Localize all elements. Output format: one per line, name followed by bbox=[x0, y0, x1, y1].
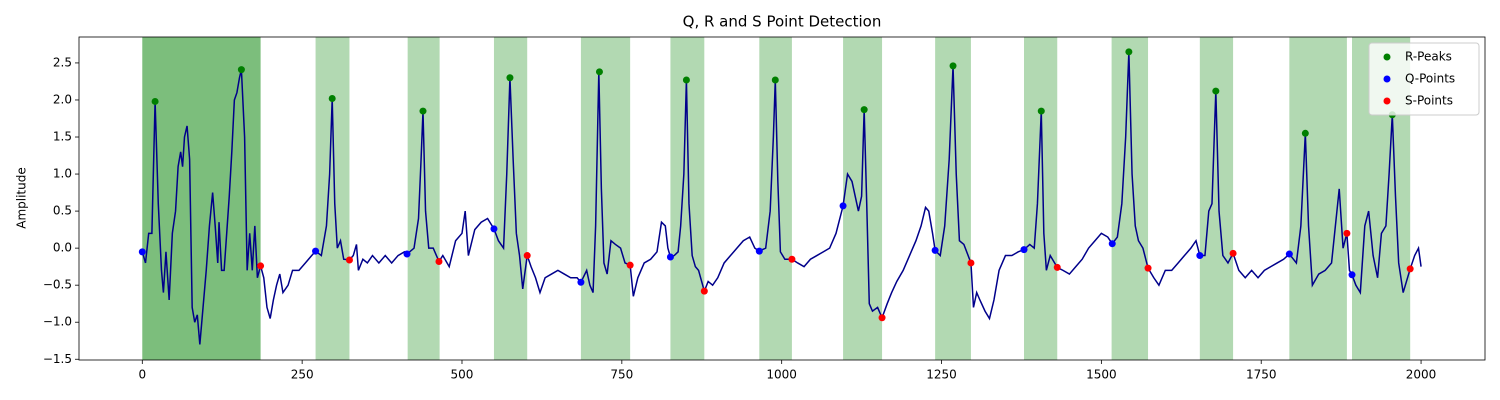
highlight-span bbox=[315, 37, 350, 360]
point-marker bbox=[626, 261, 634, 269]
y-tick-label: 2.0 bbox=[53, 92, 72, 106]
point-marker bbox=[1020, 246, 1028, 254]
highlight-span bbox=[580, 37, 631, 360]
point-marker bbox=[1125, 48, 1133, 56]
highlight-span bbox=[1199, 37, 1234, 360]
highlight-span bbox=[670, 37, 705, 360]
highlight-span bbox=[142, 37, 261, 360]
point-marker bbox=[682, 76, 690, 84]
point-marker bbox=[860, 106, 868, 114]
point-marker bbox=[1406, 265, 1414, 273]
chart-title: Q, R and S Point Detection bbox=[683, 13, 882, 31]
x-tick-label: 1750 bbox=[1246, 368, 1277, 382]
y-tick-label: −1.0 bbox=[43, 315, 72, 329]
point-marker bbox=[1343, 229, 1351, 237]
point-marker bbox=[700, 287, 708, 295]
x-tick-label: 1500 bbox=[1086, 368, 1117, 382]
point-marker bbox=[523, 252, 531, 260]
point-marker bbox=[1144, 264, 1152, 272]
point-marker bbox=[506, 74, 514, 82]
legend-box bbox=[1368, 42, 1480, 116]
point-marker bbox=[878, 314, 886, 322]
legend: R-Peaks Q-Points S-Points bbox=[1368, 42, 1480, 116]
legend-label: R-Peaks bbox=[1405, 50, 1452, 64]
highlight-span bbox=[1289, 37, 1347, 360]
point-marker bbox=[345, 256, 353, 264]
point-marker bbox=[312, 247, 320, 255]
legend-label: Q-Points bbox=[1405, 72, 1455, 86]
point-marker bbox=[839, 202, 847, 210]
x-tick-label: 2000 bbox=[1406, 368, 1437, 382]
point-marker bbox=[1108, 240, 1116, 248]
point-marker bbox=[328, 94, 336, 102]
y-tick-label: 1.0 bbox=[53, 167, 72, 181]
point-marker bbox=[771, 76, 779, 84]
point-marker bbox=[151, 97, 159, 105]
point-marker bbox=[755, 247, 763, 255]
legend-marker bbox=[1383, 75, 1391, 83]
point-marker bbox=[1212, 87, 1220, 95]
y-tick-label: 0.0 bbox=[53, 241, 72, 255]
point-marker bbox=[1053, 263, 1061, 271]
x-tick-label: 250 bbox=[291, 368, 314, 382]
point-marker bbox=[788, 255, 796, 263]
x-tick-label: 750 bbox=[610, 368, 633, 382]
y-axis-label: Amplitude bbox=[15, 167, 29, 229]
legend-marker bbox=[1383, 53, 1391, 61]
point-marker bbox=[419, 107, 427, 115]
y-tick-label: −0.5 bbox=[43, 278, 72, 292]
point-marker bbox=[1348, 271, 1356, 279]
y-tick-label: 1.5 bbox=[53, 130, 72, 144]
point-marker bbox=[1037, 107, 1045, 115]
point-marker bbox=[435, 257, 443, 265]
legend-label: S-Points bbox=[1405, 94, 1453, 108]
point-marker bbox=[595, 68, 603, 76]
point-marker bbox=[949, 62, 957, 70]
point-marker bbox=[490, 225, 498, 233]
point-marker bbox=[1229, 249, 1237, 257]
y-tick-label: −1.5 bbox=[43, 352, 72, 366]
x-tick-label: 0 bbox=[138, 368, 146, 382]
point-marker bbox=[577, 278, 585, 286]
point-marker bbox=[1285, 250, 1293, 258]
x-tick-label: 1250 bbox=[926, 368, 957, 382]
y-tick-label: 0.5 bbox=[53, 204, 72, 218]
point-marker bbox=[403, 250, 411, 258]
point-marker bbox=[1301, 129, 1309, 137]
point-marker bbox=[138, 248, 146, 256]
x-tick-label: 500 bbox=[451, 368, 474, 382]
point-marker bbox=[931, 246, 939, 254]
y-tick-label: 2.5 bbox=[53, 55, 72, 69]
plot-frame bbox=[78, 36, 1486, 361]
point-marker bbox=[1196, 252, 1204, 260]
highlight-span bbox=[843, 37, 883, 360]
legend-marker bbox=[1383, 97, 1391, 105]
point-marker bbox=[666, 253, 674, 261]
highlight-span bbox=[1024, 37, 1058, 360]
point-marker bbox=[257, 262, 265, 270]
point-marker bbox=[237, 66, 245, 74]
point-marker bbox=[967, 259, 975, 267]
x-tick-label: 1000 bbox=[766, 368, 797, 382]
highlight-span bbox=[407, 37, 440, 360]
highlight-span bbox=[142, 37, 261, 360]
signal-line bbox=[141, 51, 1422, 345]
